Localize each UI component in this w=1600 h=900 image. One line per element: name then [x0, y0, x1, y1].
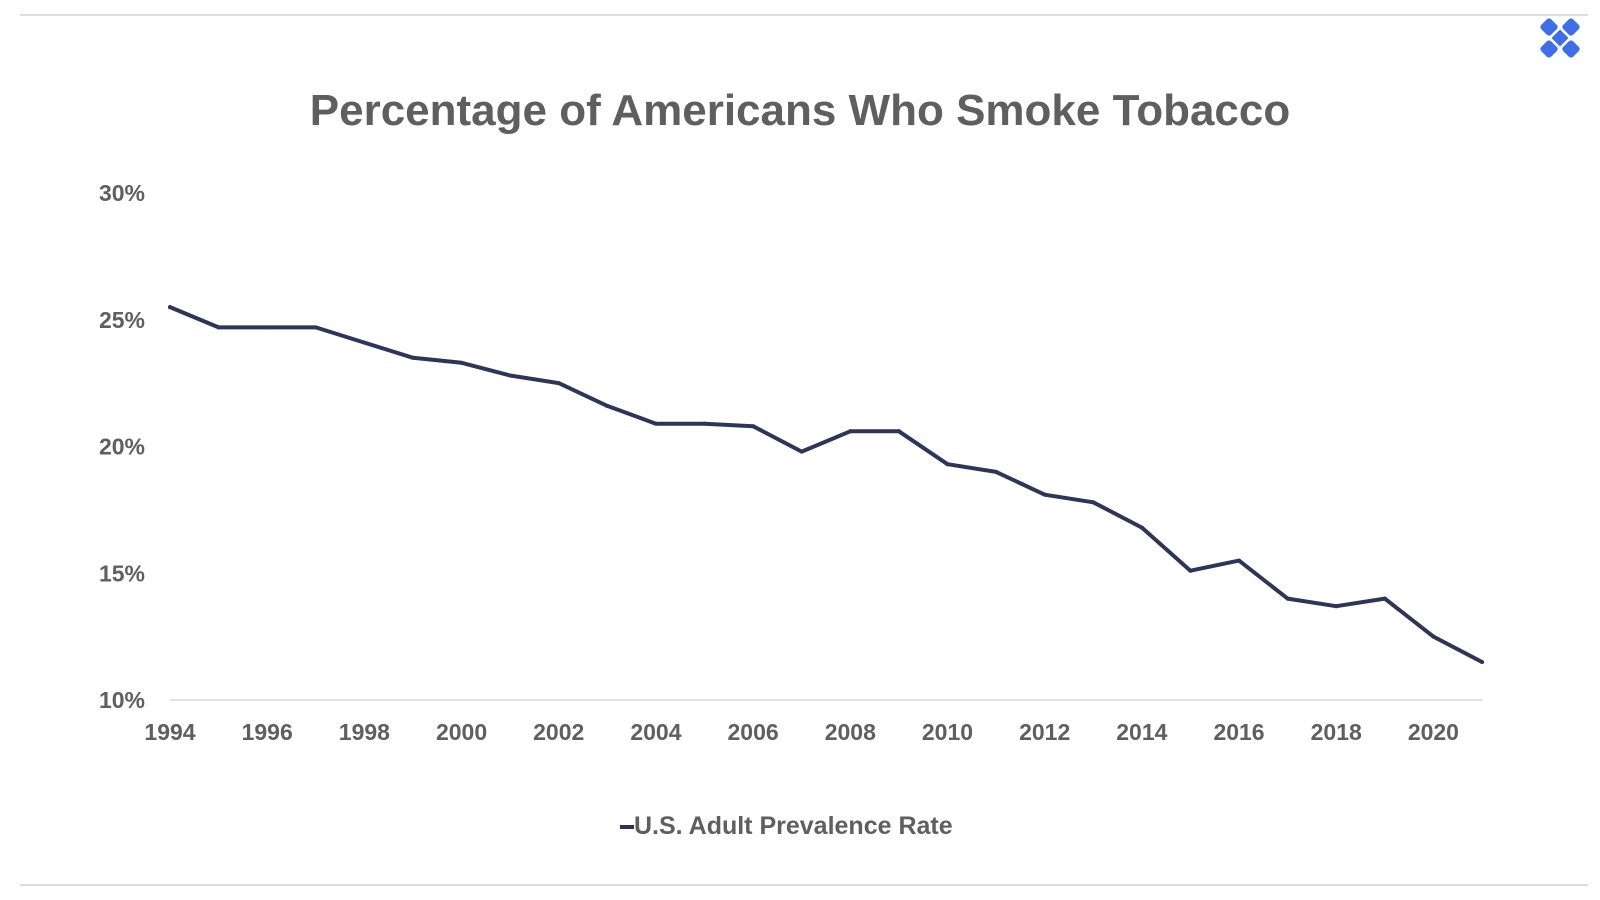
x-tick-label: 1998 [339, 719, 390, 745]
data-point-1998 [362, 340, 367, 345]
data-point-2008 [848, 429, 853, 434]
x-tick-label: 2018 [1311, 719, 1362, 745]
data-point-1994 [168, 305, 172, 310]
data-point-2005 [702, 421, 707, 426]
data-point-1999 [410, 355, 415, 360]
data-point-2016 [1237, 558, 1242, 563]
x-tick-label: 2008 [825, 719, 876, 745]
data-point-2000 [459, 360, 464, 365]
x-tick-label: 2012 [1019, 719, 1070, 745]
x-tick-label: 2020 [1408, 719, 1459, 745]
data-point-2015 [1188, 568, 1193, 573]
bottom-divider [20, 884, 1588, 886]
x-tick-label: 2000 [436, 719, 487, 745]
top-divider [20, 14, 1588, 16]
chart-legend: U.S. Adult Prevalence Rate [620, 812, 953, 841]
x-tick-label: 2004 [630, 719, 681, 745]
data-point-2012 [1042, 492, 1047, 497]
x-tick-label: 1994 [144, 719, 195, 745]
data-point-2014 [1139, 525, 1144, 530]
data-point-2011 [994, 469, 999, 474]
x-tick-label: 1996 [242, 719, 293, 745]
data-point-2006 [751, 424, 756, 429]
data-point-2017 [1285, 596, 1290, 601]
data-point-2019 [1382, 596, 1387, 601]
x-axis-ticks: 1994 1996 1998 2000 2002 2004 2006 2008 2010 2012… [144, 719, 1459, 745]
data-point-2001 [508, 373, 513, 378]
data-point-2020 [1431, 634, 1436, 639]
x-tick-label: 2010 [922, 719, 973, 745]
data-point-2007 [799, 449, 804, 454]
chart-title: Percentage of Americans Who Smoke Tobacc… [309, 86, 1291, 135]
legend-label: U.S. Adult Prevalence Rate [634, 812, 953, 840]
series-line-us-adult-prevalence-rate [168, 305, 1484, 664]
y-axis-ticks: 10% 15% 20% 25% 30% [99, 180, 145, 713]
data-point-2021 [1480, 659, 1484, 664]
data-point-2018 [1334, 604, 1339, 609]
legend-swatch [620, 824, 634, 829]
data-point-1997 [313, 325, 318, 330]
data-point-1996 [265, 325, 270, 330]
y-tick-label: 25% [99, 307, 145, 333]
data-point-2013 [1091, 500, 1096, 505]
y-tick-label: 30% [99, 180, 145, 206]
y-tick-label: 20% [99, 434, 145, 460]
x-tick-label: 2006 [728, 719, 779, 745]
y-tick-label: 15% [99, 560, 145, 586]
series-points [168, 305, 1484, 664]
x-tick-label: 2016 [1213, 719, 1264, 745]
data-point-2009 [896, 429, 901, 434]
data-point-2004 [653, 421, 658, 426]
x-cross-logo-icon [1540, 18, 1580, 58]
data-point-2002 [556, 381, 561, 386]
data-point-2010 [945, 462, 950, 467]
data-point-1995 [216, 325, 221, 330]
x-tick-label: 2002 [533, 719, 584, 745]
y-tick-label: 10% [99, 687, 145, 713]
data-point-2003 [605, 403, 610, 408]
x-tick-label: 2014 [1116, 719, 1167, 745]
